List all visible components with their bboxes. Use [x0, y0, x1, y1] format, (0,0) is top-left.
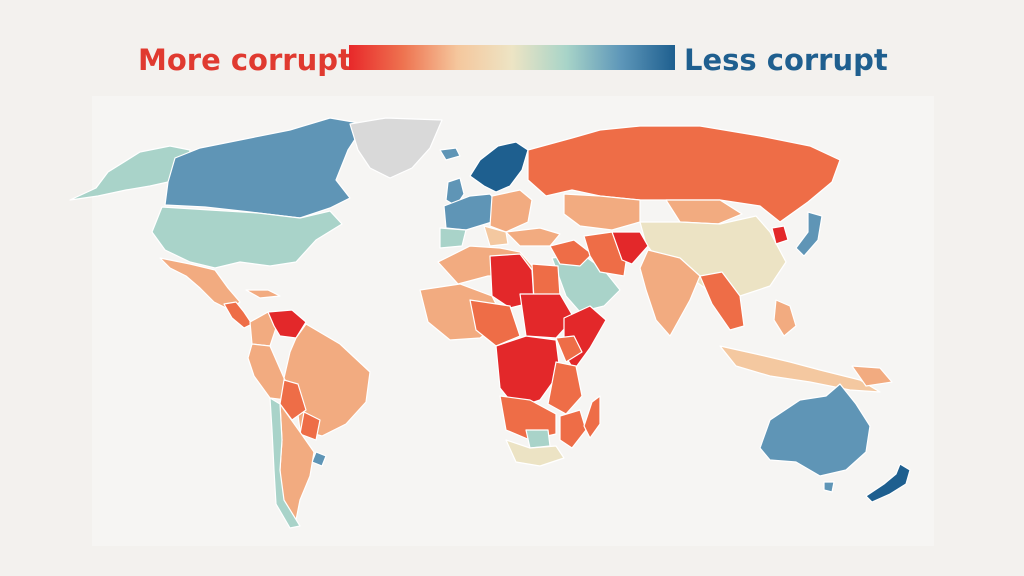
region-balkans [483, 225, 509, 247]
region-japan [795, 211, 823, 257]
region-philippines [773, 299, 797, 337]
region-cuba [245, 289, 281, 299]
region-papua-new-guinea [851, 365, 893, 387]
region-madagascar [583, 395, 601, 439]
region-canada [164, 117, 366, 219]
region-greenland [349, 117, 443, 179]
region-central-africa [495, 335, 561, 409]
region-brazil [283, 323, 371, 437]
region-southern-africa [505, 439, 565, 467]
region-angola-zambia [499, 395, 557, 441]
region-afghanistan [611, 231, 649, 265]
region-iceland [439, 147, 461, 161]
region-colombia [249, 311, 277, 347]
region-myanmar-thailand [699, 271, 745, 331]
region-indonesia [719, 345, 881, 393]
more-corrupt-label: More corrupt [138, 43, 352, 77]
region-tasmania [823, 481, 835, 493]
less-corrupt-label: Less corrupt [684, 43, 888, 77]
corruption-gradient-bar [349, 45, 675, 70]
region-mongolia [665, 199, 743, 225]
region-chile [269, 397, 301, 529]
region-iraq-syria [549, 239, 593, 267]
region-sahel [469, 299, 521, 347]
region-botswana [525, 429, 551, 449]
region-india [639, 249, 701, 337]
region-new-zealand [865, 463, 911, 503]
region-mozambique [559, 409, 587, 449]
region-paraguay [299, 411, 321, 441]
region-central-america [223, 301, 253, 329]
region-ethiopia [555, 335, 583, 363]
region-russia [527, 125, 841, 223]
region-scandinavia [469, 141, 529, 193]
region-east-africa [547, 361, 583, 415]
region-australia [759, 383, 871, 477]
region-mexico [159, 257, 241, 311]
region-iberia [439, 227, 467, 249]
region-bolivia [279, 379, 307, 421]
region-turkey [505, 227, 561, 247]
region-peru [247, 343, 287, 401]
legend: More corrupt Less corrupt [0, 40, 1024, 80]
region-eastern-europe [489, 189, 533, 233]
region-kazakhstan [563, 193, 641, 231]
region-north-korea [771, 225, 789, 245]
region-united-states [151, 206, 343, 269]
